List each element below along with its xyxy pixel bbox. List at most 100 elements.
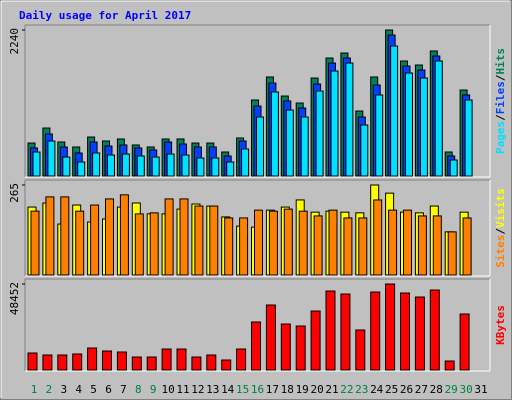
bar — [444, 360, 455, 371]
bar — [164, 198, 174, 276]
legend-separator: / — [494, 114, 507, 121]
bar — [270, 91, 279, 177]
x-tick-label: 13 — [206, 383, 219, 396]
bar — [146, 356, 157, 371]
x-tick-label: 30 — [459, 383, 472, 396]
bar — [134, 213, 144, 276]
bar — [87, 347, 98, 371]
x-tick-label: 3 — [60, 383, 67, 396]
bar — [60, 196, 70, 276]
chart-title: Daily usage for April 2017 — [19, 9, 191, 22]
bar — [447, 231, 457, 276]
bar — [92, 152, 101, 177]
bar — [131, 356, 142, 371]
bar — [151, 156, 160, 177]
legend-entry: Files — [494, 81, 507, 114]
bar — [343, 217, 353, 276]
legend: KBytes — [494, 305, 507, 345]
bar — [241, 148, 250, 177]
bar — [102, 350, 112, 371]
bar — [206, 354, 217, 371]
legend: Pages/Files/Hits — [494, 48, 507, 154]
bar — [166, 153, 175, 177]
bar — [62, 156, 71, 177]
bar — [221, 359, 232, 371]
bar — [419, 77, 428, 177]
x-tick-label: 10 — [161, 383, 174, 396]
bar — [254, 209, 263, 276]
legend-entry: Sites — [494, 235, 507, 268]
bar — [360, 124, 369, 177]
bar — [265, 304, 276, 371]
bar — [236, 348, 247, 371]
bar — [355, 329, 366, 371]
bar — [358, 217, 368, 276]
x-tick-label: 23 — [355, 383, 368, 396]
legend-entry: Hits — [494, 48, 507, 75]
legend-entry: KBytes — [494, 305, 507, 345]
legend-entry: Visits — [494, 188, 507, 228]
y-tick-label: 48452 — [8, 282, 21, 315]
bar — [57, 354, 68, 371]
bar — [340, 293, 351, 371]
bar — [315, 90, 324, 177]
bar — [45, 196, 55, 276]
bar — [330, 70, 339, 177]
bar — [256, 116, 264, 177]
bar — [179, 198, 189, 276]
legend: Sites/Visits — [494, 188, 507, 268]
y-tick-label: 265 — [8, 183, 21, 203]
bar — [449, 159, 458, 177]
bar — [300, 116, 309, 177]
y-tick-label: 2240 — [8, 28, 21, 55]
bar — [325, 290, 336, 371]
bar — [224, 217, 234, 276]
x-tick-label: 19 — [296, 383, 309, 396]
bar — [375, 94, 384, 177]
x-tick-label: 25 — [385, 383, 398, 396]
bar — [72, 353, 83, 371]
x-tick-label: 15 — [236, 383, 249, 396]
x-tick-label: 21 — [325, 383, 338, 396]
bar — [32, 151, 41, 177]
x-tick-label: 31 — [474, 383, 487, 396]
bar — [313, 215, 323, 276]
x-tick-label: 16 — [251, 383, 264, 396]
bar — [403, 209, 412, 276]
bar — [119, 194, 129, 276]
x-tick-label: 6 — [105, 383, 112, 396]
x-tick-label: 1 — [31, 383, 38, 396]
bar — [176, 348, 187, 371]
bar — [251, 321, 261, 371]
bar — [328, 209, 338, 276]
bar — [196, 157, 205, 177]
bar — [136, 155, 145, 177]
bar — [116, 351, 127, 371]
x-tick-label: 8 — [135, 383, 142, 396]
bar — [27, 352, 38, 371]
bar — [388, 209, 398, 276]
bar — [414, 296, 425, 371]
bar — [211, 157, 220, 177]
bar — [429, 289, 440, 371]
bar — [464, 99, 473, 177]
bar — [194, 205, 204, 276]
x-tick-label: 5 — [90, 383, 97, 396]
x-tick-label: 7 — [120, 383, 127, 396]
legend-entry: Pages — [494, 121, 507, 154]
bar — [105, 198, 114, 276]
bar — [432, 215, 442, 276]
bar — [268, 210, 278, 276]
x-tick-label: 26 — [400, 383, 413, 396]
x-tick-label: 27 — [415, 383, 428, 396]
bar — [191, 356, 202, 371]
bar — [400, 292, 410, 371]
x-tick-label: 22 — [340, 383, 353, 396]
bar — [107, 154, 115, 177]
x-tick-label: 9 — [150, 383, 157, 396]
bar — [77, 161, 86, 177]
bar — [90, 204, 100, 276]
bar — [459, 313, 470, 371]
bar — [149, 212, 159, 276]
